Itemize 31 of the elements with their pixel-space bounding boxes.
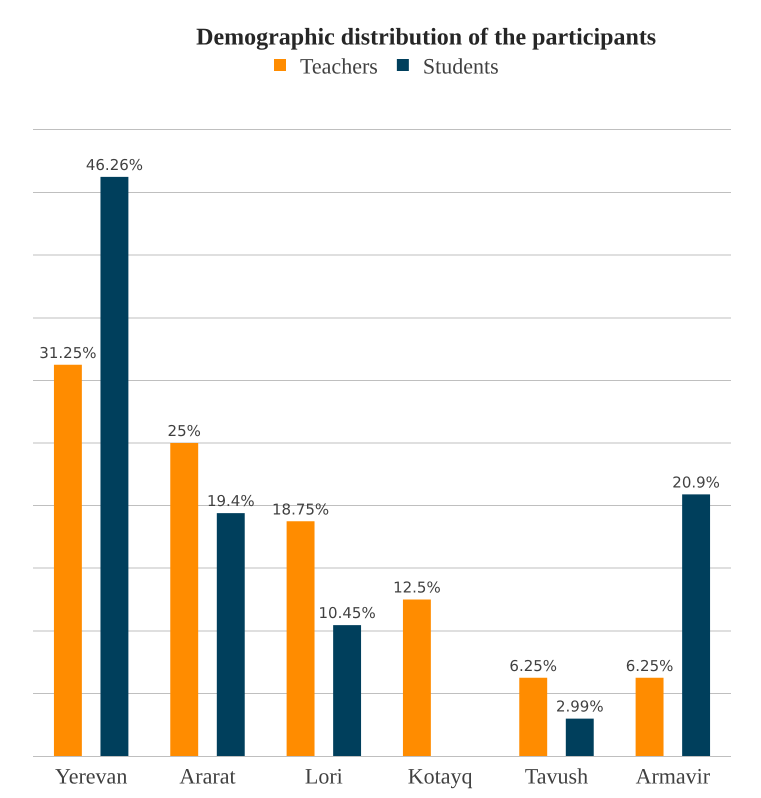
bar	[566, 718, 594, 756]
bar	[216, 513, 245, 756]
data-label: 46.26%	[86, 156, 144, 174]
data-label: 6.25%	[626, 656, 674, 675]
x-tick-label: Armavir	[636, 763, 711, 788]
x-tick-label: Kotayq	[408, 763, 473, 788]
bar	[636, 678, 664, 756]
data-label: 20.9%	[672, 473, 720, 492]
bar	[682, 494, 710, 756]
data-label: 31.25%	[39, 344, 96, 362]
x-tick-label: Tavush	[524, 763, 588, 788]
bar	[333, 625, 362, 756]
data-label: 18.75%	[272, 500, 330, 518]
bar	[402, 600, 431, 756]
data-label: 10.45%	[318, 604, 376, 622]
bar	[54, 364, 82, 756]
x-tick-label: Lori	[304, 763, 343, 788]
x-tick-label: Ararat	[179, 763, 236, 788]
data-label: 12.5%	[393, 578, 441, 596]
legend-label: Students	[422, 54, 499, 79]
data-label: 6.25%	[509, 656, 558, 675]
bar	[100, 176, 128, 756]
data-label: 2.99%	[556, 698, 604, 716]
legend-label: Teachers	[300, 54, 378, 79]
data-label: 25%	[168, 422, 201, 440]
bar	[286, 521, 315, 756]
data-label: 19.4%	[206, 492, 255, 510]
chart-title: Demographic distribution of the participants	[196, 24, 656, 51]
bar	[170, 443, 198, 756]
x-tick-label: Yerevan	[55, 763, 128, 788]
bar	[519, 678, 548, 756]
